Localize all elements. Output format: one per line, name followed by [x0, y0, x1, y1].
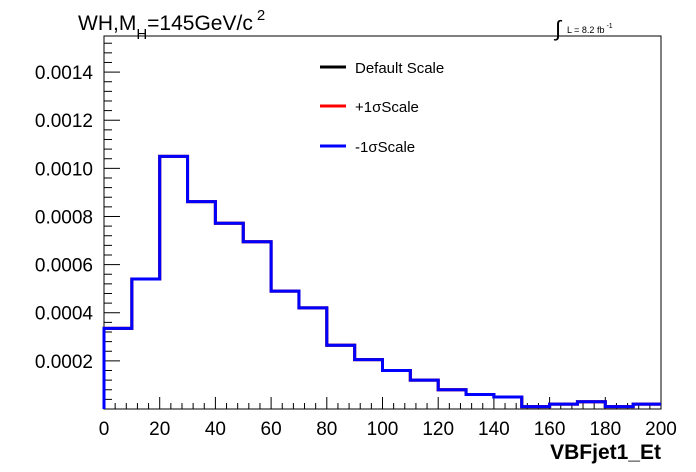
- x-tick-label: 0: [99, 419, 110, 440]
- x-axis-label: VBFjet1_Et: [550, 441, 661, 464]
- y-tick-label: 0.0008: [35, 207, 93, 228]
- x-tick-label: 160: [534, 419, 566, 440]
- y-tick-label: 0.0004: [35, 304, 94, 325]
- series-line-1-scale: [102, 154, 661, 409]
- y-tick-label: 0.0006: [35, 256, 93, 277]
- x-axis: 0 20 40 60 80 100 120 140 160 180 200: [99, 397, 677, 440]
- lumi-label: L = 8.2 fb -1: [567, 23, 613, 35]
- y-tick-label: 0.0002: [35, 352, 93, 373]
- x-tick-label: 100: [367, 419, 399, 440]
- legend-label-minus-1sigma: -1σScale: [355, 139, 415, 156]
- x-tick-label: 80: [316, 419, 337, 440]
- x-tick-label: 140: [478, 419, 510, 440]
- x-tick-label: 120: [422, 419, 454, 440]
- x-tick-label: 180: [589, 419, 621, 440]
- x-tick-label: 60: [261, 419, 282, 440]
- legend-label-plus-1sigma: +1σScale: [355, 99, 419, 116]
- integral-sign: ∫: [553, 16, 563, 41]
- y-axis: 0.0002 0.0004 0.0006 0.0008 0.0010 0.0012 0.00…: [35, 42, 120, 400]
- x-tick-label: 200: [645, 419, 677, 440]
- y-tick-label: 0.0014: [35, 63, 94, 84]
- x-tick-label: 40: [205, 419, 226, 440]
- y-tick-label: 0.0010: [35, 159, 93, 180]
- y-tick-label: 0.0012: [35, 111, 93, 132]
- legend-label-default-scale: Default Scale: [355, 60, 444, 77]
- x-tick-label: 20: [149, 419, 170, 440]
- series-group: [102, 154, 661, 409]
- chart-title: WH,MH=145GeV/c 2: [78, 7, 265, 43]
- legend: Default Scale +1σScale -1σScale: [320, 60, 444, 156]
